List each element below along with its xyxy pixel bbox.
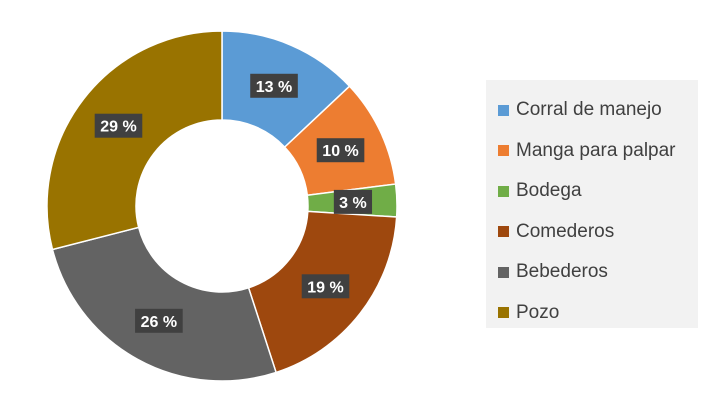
legend-swatch: [498, 226, 509, 238]
data-label-pozo: 29 %: [94, 113, 143, 138]
legend-label: Bebederos: [516, 261, 608, 283]
data-label-comederos: 19 %: [301, 274, 350, 299]
data-label-manga-para-palpar: 10 %: [316, 138, 365, 163]
legend-label: Pozo: [516, 301, 560, 323]
slice-pozo: [46, 30, 223, 251]
data-labels: 13 % 10 % 3 % 19 % 26 % 29 %: [94, 73, 373, 333]
legend-item-pozo: Pozo: [498, 293, 698, 334]
data-label-text: 10 %: [322, 143, 358, 160]
legend-item-manga-para-palpar: Manga para palpar: [498, 131, 698, 172]
donut-slices: [46, 30, 398, 382]
legend-item-bodega: Bodega: [498, 171, 698, 212]
data-label-box: [94, 113, 143, 138]
data-label-text: 26 %: [141, 314, 177, 331]
legend-label: Corral de manejo: [516, 99, 662, 121]
data-label-bodega: 3 %: [333, 189, 373, 214]
legend-label: Comederos: [516, 220, 615, 242]
legend-item-bebederos: Bebederos: [498, 252, 698, 293]
data-label-box: [316, 138, 365, 163]
legend-label: Manga para palpar: [516, 139, 676, 161]
data-label-box: [135, 308, 183, 333]
legend-swatch: [498, 307, 509, 319]
data-label-corral-de-manejo: 13 %: [250, 73, 298, 98]
legend-item-comederos: Comederos: [498, 212, 698, 253]
legend-swatch: [498, 266, 509, 278]
legend-swatch: [498, 104, 509, 116]
data-label-box: [333, 189, 373, 214]
data-label-bebederos: 26 %: [135, 308, 183, 333]
legend: Corral de manejo Manga para palpar Bodeg…: [486, 80, 698, 328]
legend-swatch: [498, 145, 509, 157]
data-label-text: 29 %: [100, 119, 136, 136]
data-label-box: [301, 274, 350, 299]
slice-bebederos: [51, 226, 278, 382]
data-label-box: [250, 73, 298, 98]
legend-item-corral-de-manejo: Corral de manejo: [498, 90, 698, 131]
legend-label: Bodega: [516, 180, 582, 202]
data-label-text: 3 %: [339, 195, 367, 212]
data-label-text: 19 %: [307, 279, 343, 296]
data-label-text: 13 %: [256, 79, 292, 96]
legend-swatch: [498, 185, 509, 197]
